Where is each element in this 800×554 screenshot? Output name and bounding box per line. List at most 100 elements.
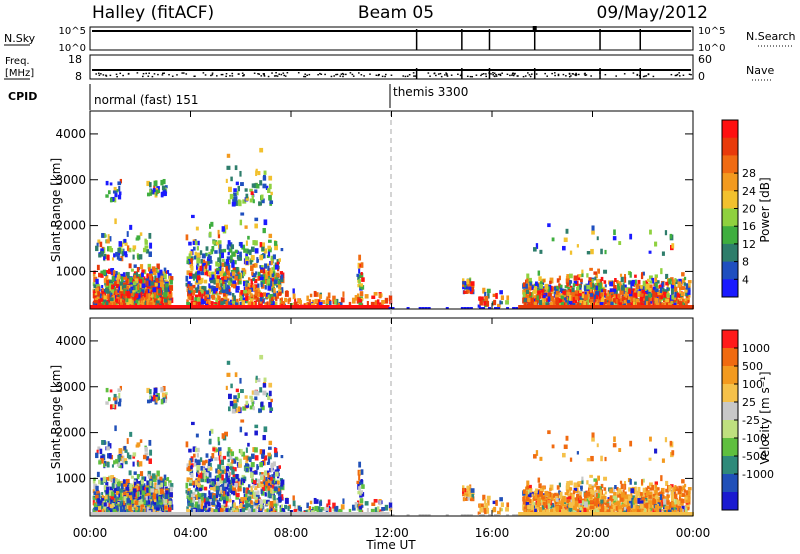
velocity-cell bbox=[221, 459, 224, 466]
power-cell bbox=[264, 285, 267, 290]
velocity-cell bbox=[156, 499, 159, 506]
nave-dot bbox=[221, 73, 224, 76]
velocity-cell bbox=[167, 507, 172, 512]
velocity-cell bbox=[124, 461, 128, 465]
velocity-cell bbox=[142, 454, 147, 460]
nave-dot bbox=[530, 73, 533, 75]
power-cell bbox=[223, 299, 227, 304]
velocity-cell bbox=[247, 496, 252, 502]
power-cell bbox=[254, 223, 258, 229]
velocity-cell bbox=[231, 507, 236, 512]
power-cell bbox=[190, 301, 193, 307]
nave-dot bbox=[306, 74, 308, 76]
power-cell bbox=[467, 289, 470, 294]
nave-dot bbox=[278, 73, 281, 75]
power-cell bbox=[125, 278, 129, 284]
power-cell bbox=[226, 284, 230, 290]
power-cell bbox=[204, 305, 209, 309]
power-cell bbox=[588, 277, 592, 282]
power-cell bbox=[129, 276, 133, 283]
power-cell bbox=[106, 294, 109, 300]
power-cell bbox=[618, 241, 622, 246]
power-cell bbox=[221, 262, 226, 267]
power-cell bbox=[161, 185, 166, 191]
power-cell bbox=[124, 254, 128, 258]
velocity-cell bbox=[255, 503, 259, 509]
power-cell bbox=[257, 171, 261, 176]
power-cell bbox=[547, 286, 550, 292]
nave-dot bbox=[645, 75, 648, 77]
power-cell bbox=[670, 299, 675, 306]
power-cell bbox=[273, 264, 277, 268]
power-cell bbox=[252, 301, 256, 308]
power-cell bbox=[259, 265, 262, 269]
power-cell bbox=[607, 297, 612, 302]
velocity-cell bbox=[126, 492, 129, 497]
power-cell bbox=[138, 290, 142, 295]
power-cell bbox=[138, 305, 143, 309]
velocity-cell bbox=[271, 488, 274, 495]
power-cell bbox=[581, 301, 585, 307]
power-cell bbox=[196, 297, 200, 302]
velocity-cell bbox=[205, 459, 208, 464]
velocity-cell bbox=[210, 487, 214, 491]
power-cell bbox=[152, 282, 157, 288]
power-cell bbox=[600, 276, 604, 282]
power-cell bbox=[231, 201, 236, 207]
velocity-cell bbox=[135, 506, 139, 511]
power-cell bbox=[272, 254, 276, 260]
power-cell bbox=[575, 305, 580, 309]
velocity-cell bbox=[220, 494, 223, 500]
velocity-cell bbox=[229, 506, 233, 512]
power-cell bbox=[528, 277, 532, 282]
velocity-cell bbox=[169, 486, 173, 492]
velocity-cell bbox=[153, 503, 158, 510]
power-cell bbox=[141, 300, 145, 306]
power-cell bbox=[478, 307, 482, 309]
power-cell bbox=[168, 305, 173, 309]
power-cell bbox=[549, 277, 554, 284]
velocity-cell bbox=[96, 449, 99, 455]
power-cell bbox=[359, 291, 364, 297]
nave-dot bbox=[615, 75, 617, 77]
power-cell bbox=[149, 182, 152, 188]
power-cell bbox=[233, 295, 236, 301]
velocity-cell bbox=[105, 508, 109, 514]
nave-dot bbox=[435, 74, 437, 77]
nave-dot bbox=[511, 73, 514, 75]
power-cell bbox=[668, 278, 672, 285]
power-cell bbox=[381, 299, 386, 304]
power-cell bbox=[589, 290, 593, 296]
power-cell bbox=[230, 272, 233, 277]
power-cell bbox=[167, 286, 170, 290]
power-cell bbox=[240, 270, 244, 275]
power-cell bbox=[684, 298, 688, 303]
power-cell bbox=[107, 234, 110, 240]
power-cell bbox=[250, 293, 253, 297]
power-cell bbox=[271, 295, 276, 300]
power-cell bbox=[269, 200, 274, 205]
power-cell bbox=[541, 289, 545, 293]
power-cell bbox=[591, 278, 594, 284]
power-cell bbox=[208, 283, 211, 288]
power-cell bbox=[207, 288, 212, 293]
power-cell bbox=[129, 305, 134, 309]
power-cell bbox=[221, 289, 226, 294]
power-cell bbox=[279, 278, 284, 283]
velocity-cell bbox=[219, 486, 223, 493]
nave-dot bbox=[406, 75, 409, 77]
power-cell bbox=[358, 299, 363, 304]
velocity-cell bbox=[245, 489, 248, 496]
velocity-cell bbox=[232, 458, 236, 464]
power-cell bbox=[110, 301, 115, 307]
velocity-cell bbox=[100, 477, 104, 482]
freq-spikes bbox=[415, 68, 641, 79]
power-cell bbox=[543, 279, 546, 283]
nave-dot bbox=[384, 75, 386, 78]
power-cell bbox=[527, 301, 531, 306]
nave-dot bbox=[263, 75, 266, 77]
power-cell bbox=[110, 292, 113, 298]
nave-dot bbox=[553, 72, 556, 74]
velocity-cell bbox=[123, 458, 128, 463]
power-cell bbox=[192, 305, 197, 309]
